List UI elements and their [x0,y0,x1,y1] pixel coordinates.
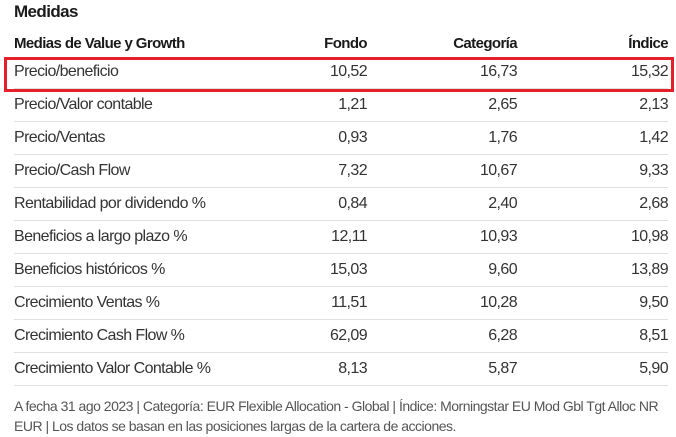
fund-value: 8,13 [247,352,368,386]
value-growth-table: Medias de Value y Growth Fondo Categoría… [14,30,669,386]
highlight-box [4,57,674,92]
category-value: 10,67 [367,154,518,188]
category-value: 10,28 [367,286,518,320]
fund-value: 1,21 [247,88,368,122]
header-metric: Medias de Value y Growth [14,34,185,52]
index-value: 13,89 [517,253,669,287]
fund-value: 0,93 [247,121,368,155]
fund-value: 10,52 [247,56,368,89]
header-fund: Fondo [324,34,367,52]
index-value: 2,13 [517,88,669,122]
header-category: Categoría [453,34,517,52]
table-row: Crecimiento Cash Flow % 62,09 6,28 8,51 [14,319,669,353]
fund-value: 7,32 [247,154,368,188]
category-value: 9,60 [367,253,518,287]
metric-name: Precio/Ventas [14,121,247,155]
index-value: 9,33 [517,154,669,188]
table-row: Precio/beneficio 10,52 16,73 15,32 [14,56,669,89]
fund-value: 12,11 [247,220,368,254]
table-row: Precio/Ventas 0,93 1,76 1,42 [14,121,669,155]
metric-name: Precio/Valor contable [14,88,247,122]
table-row: Rentabilidad por dividendo % 0,84 2,40 2,68 [14,187,669,221]
fund-value: 11,51 [247,286,368,320]
metric-name: Rentabilidad por dividendo % [14,187,247,221]
table-header: Medias de Value y Growth Fondo Categoría… [14,30,669,56]
index-value: 5,90 [517,352,669,386]
category-value: 2,40 [367,187,518,221]
category-value: 2,65 [367,88,518,122]
category-value: 10,93 [367,220,518,254]
metric-name: Crecimiento Valor Contable % [14,352,247,386]
index-value: 15,32 [517,56,669,89]
table-row: Precio/Cash Flow 7,32 10,67 9,33 [14,154,669,188]
metric-name: Beneficios históricos % [14,253,247,287]
table-row: Crecimiento Valor Contable % 8,13 5,87 5,90 [14,352,669,386]
header-index: Índice [628,34,668,52]
index-value: 2,68 [517,187,669,221]
metric-name: Crecimiento Ventas % [14,286,247,320]
table-row: Precio/Valor contable 1,21 2,65 2,13 [14,88,669,122]
section-title: Medidas [14,2,78,21]
footnote: A fecha 31 ago 2023 | Categoría: EUR Fle… [14,398,659,434]
fund-value: 15,03 [247,253,368,287]
table-row: Crecimiento Ventas % 11,51 10,28 9,50 [14,286,669,320]
metric-name: Precio/beneficio [14,56,247,89]
index-value: 1,42 [517,121,669,155]
index-value: 9,50 [517,286,669,320]
fund-value: 62,09 [247,319,368,353]
category-value: 5,87 [367,352,518,386]
metric-name: Beneficios a largo plazo % [14,220,247,254]
category-value: 1,76 [367,121,518,155]
category-value: 6,28 [367,319,518,353]
fund-value: 0,84 [247,187,368,221]
metric-name: Precio/Cash Flow [14,154,247,188]
metric-name: Crecimiento Cash Flow % [14,319,247,353]
table-row: Beneficios a largo plazo % 12,11 10,93 10,9… [14,220,669,254]
index-value: 8,51 [517,319,669,353]
category-value: 16,73 [367,56,518,89]
table-row: Beneficios históricos % 15,03 9,60 13,89 [14,253,669,287]
index-value: 10,98 [517,220,669,254]
